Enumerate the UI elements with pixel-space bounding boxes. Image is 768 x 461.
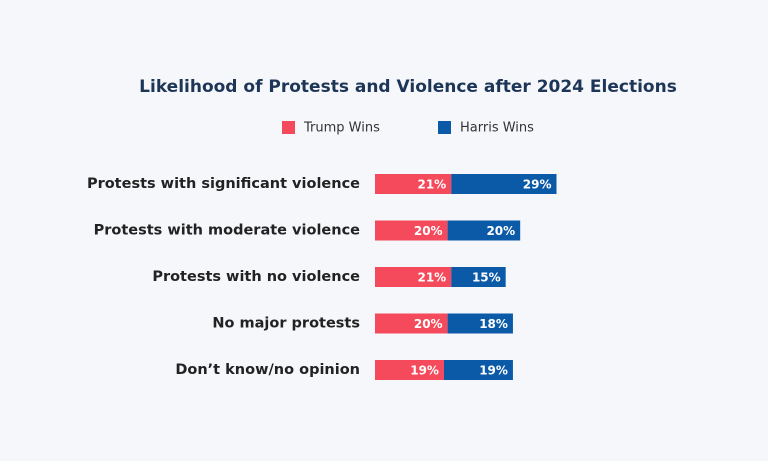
bar-segment bbox=[375, 360, 444, 380]
legend-label: Harris Wins bbox=[460, 121, 534, 136]
bar-segment bbox=[375, 174, 452, 194]
bar-segment bbox=[375, 267, 452, 287]
category-label: Protests with moderate violence bbox=[94, 223, 361, 239]
value-label: 21% bbox=[417, 178, 446, 192]
bar-segment bbox=[375, 313, 448, 334]
legend-label: Trump Wins bbox=[303, 121, 380, 136]
bar-segment bbox=[375, 220, 448, 241]
value-label: 18% bbox=[479, 317, 508, 331]
value-label: 19% bbox=[410, 364, 439, 378]
category-label: No major protests bbox=[212, 316, 360, 332]
value-label: 20% bbox=[414, 317, 443, 331]
bar-segment bbox=[451, 174, 557, 194]
bar-segment bbox=[443, 360, 513, 380]
legend-swatch bbox=[282, 121, 295, 134]
legend-swatch bbox=[438, 121, 451, 134]
value-label: 29% bbox=[523, 178, 552, 192]
bar-segment bbox=[451, 267, 506, 287]
value-label: 20% bbox=[486, 224, 515, 238]
category-label: Don’t know/no opinion bbox=[175, 362, 360, 378]
value-label: 15% bbox=[472, 271, 501, 285]
value-label: 20% bbox=[414, 224, 443, 238]
bar-segment bbox=[447, 220, 521, 241]
value-label: 19% bbox=[479, 364, 508, 378]
category-label: Protests with significant violence bbox=[87, 176, 360, 192]
chart-title: Likelihood of Protests and Violence afte… bbox=[139, 77, 677, 97]
bar-segment bbox=[447, 313, 513, 334]
category-label: Protests with no violence bbox=[152, 269, 360, 285]
value-label: 21% bbox=[417, 271, 446, 285]
